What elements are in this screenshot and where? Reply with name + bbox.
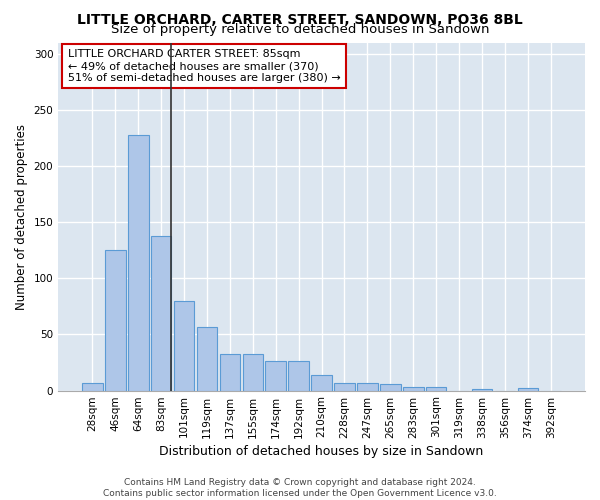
Bar [151, 236, 172, 390]
Bar [128, 134, 149, 390]
Bar [197, 326, 217, 390]
Bar [518, 388, 538, 390]
Bar [82, 382, 103, 390]
Bar [265, 362, 286, 390]
Bar [403, 387, 424, 390]
Text: LITTLE ORCHARD CARTER STREET: 85sqm
← 49% of detached houses are smaller (370)
5: LITTLE ORCHARD CARTER STREET: 85sqm ← 49… [68, 50, 340, 82]
Bar [380, 384, 401, 390]
Bar [174, 300, 194, 390]
Bar [357, 382, 378, 390]
Bar [311, 375, 332, 390]
Bar [242, 354, 263, 391]
Text: Size of property relative to detached houses in Sandown: Size of property relative to detached ho… [111, 22, 489, 36]
Y-axis label: Number of detached properties: Number of detached properties [15, 124, 28, 310]
Bar [220, 354, 240, 391]
Bar [334, 382, 355, 390]
Bar [289, 362, 309, 390]
X-axis label: Distribution of detached houses by size in Sandown: Distribution of detached houses by size … [160, 444, 484, 458]
Bar [105, 250, 125, 390]
Text: Contains HM Land Registry data © Crown copyright and database right 2024.
Contai: Contains HM Land Registry data © Crown c… [103, 478, 497, 498]
Text: LITTLE ORCHARD, CARTER STREET, SANDOWN, PO36 8BL: LITTLE ORCHARD, CARTER STREET, SANDOWN, … [77, 12, 523, 26]
Bar [426, 387, 446, 390]
